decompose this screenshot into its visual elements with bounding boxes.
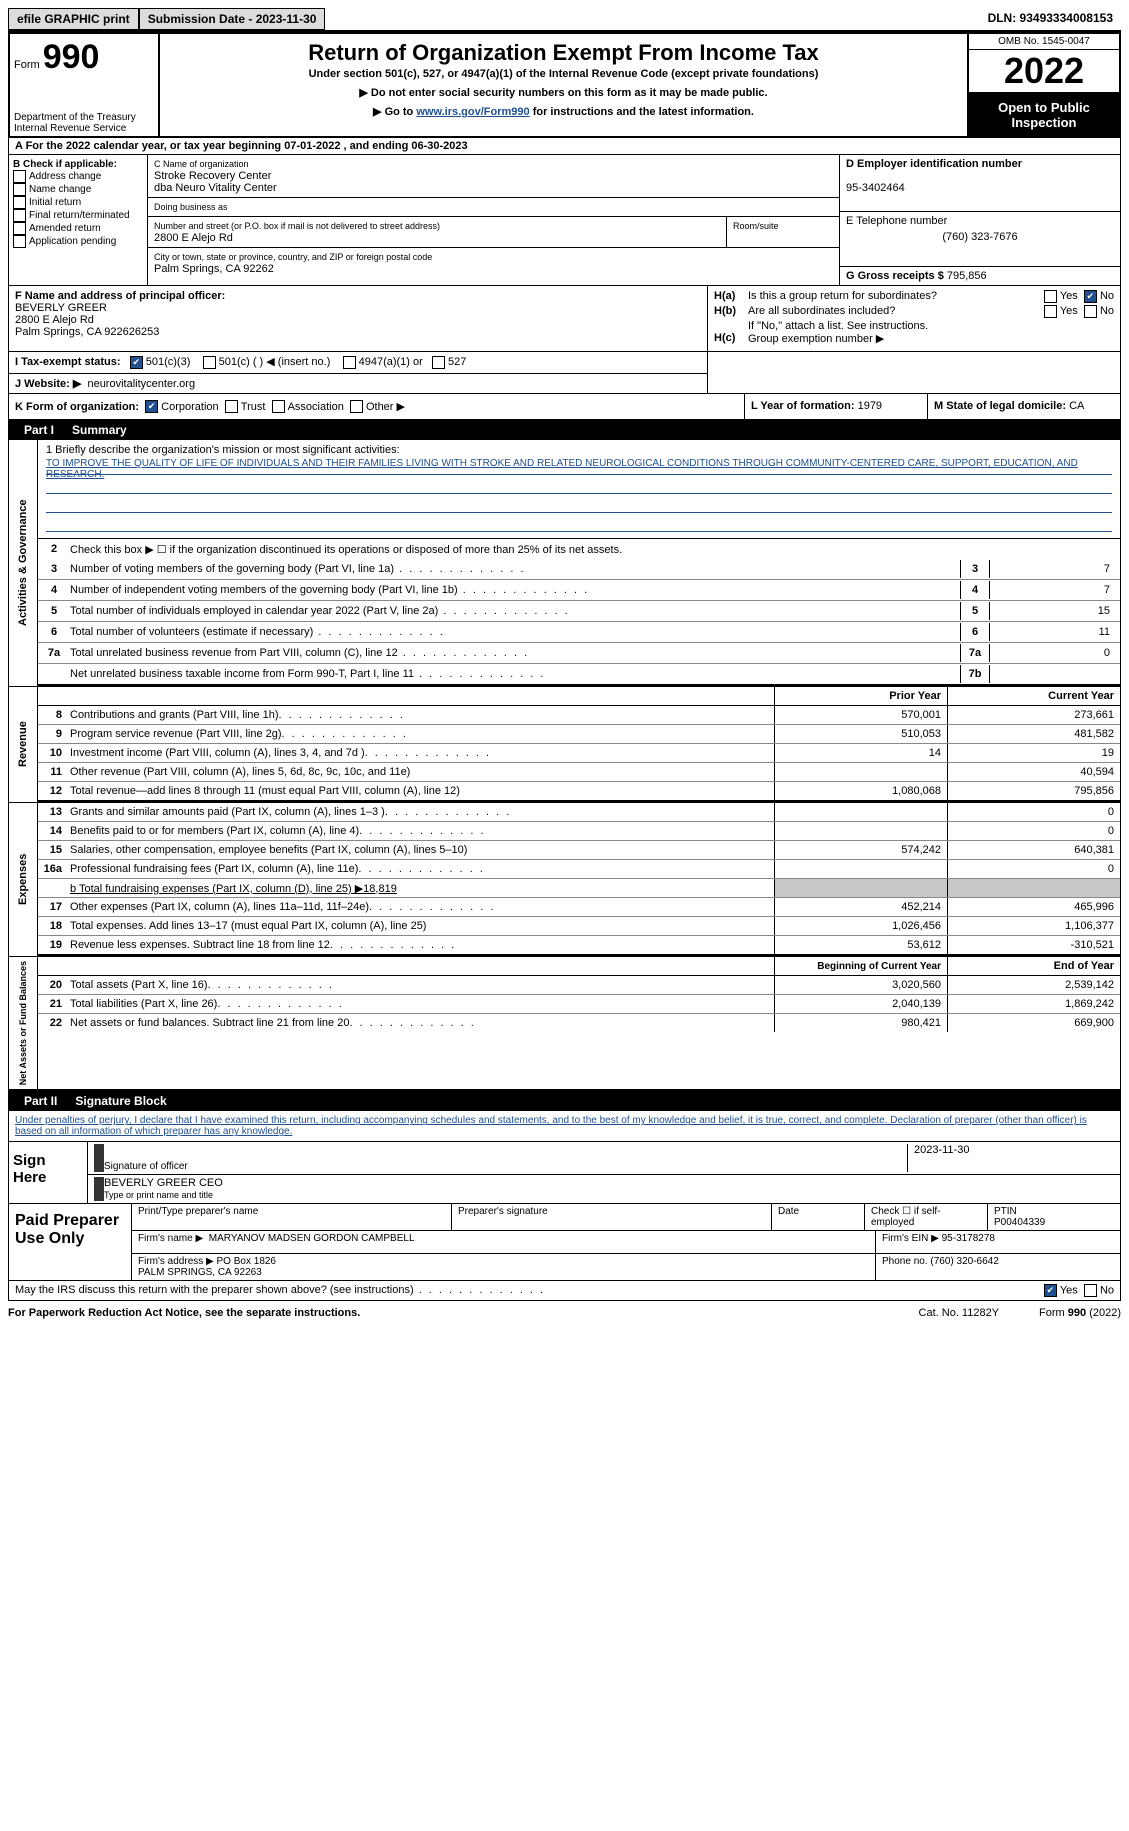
line6-val: 11 bbox=[990, 626, 1116, 638]
cat-number: Cat. No. 11282Y bbox=[919, 1307, 1000, 1319]
tel-label: E Telephone number bbox=[846, 215, 947, 227]
gross-receipts-value: 795,856 bbox=[947, 270, 987, 282]
website-value: neurovitalitycenter.org bbox=[87, 378, 195, 390]
form-subtitle-3: ▶ Go to www.irs.gov/Form990 for instruct… bbox=[168, 105, 959, 118]
paperwork-notice: For Paperwork Reduction Act Notice, see … bbox=[8, 1307, 360, 1319]
irs-link[interactable]: www.irs.gov/Form990 bbox=[416, 106, 529, 118]
part1-header: Part ISummary bbox=[8, 420, 1121, 440]
mission-label: 1 Briefly describe the organization's mi… bbox=[46, 444, 1112, 456]
firm-name: MARYANOV MADSEN GORDON CAMPBELL bbox=[209, 1233, 415, 1244]
tel-value: (760) 323-7676 bbox=[942, 231, 1017, 243]
ein-label: D Employer identification number bbox=[846, 158, 1022, 170]
org-name-label: C Name of organization bbox=[154, 159, 249, 169]
col-b-checkboxes: B Check if applicable: Address change Na… bbox=[9, 155, 148, 285]
tax-year: 2022 bbox=[969, 50, 1119, 94]
top-bar: efile GRAPHIC print Submission Date - 20… bbox=[8, 8, 1121, 32]
line3-val: 7 bbox=[990, 563, 1116, 575]
perjury-declaration: Under penalties of perjury, I declare th… bbox=[9, 1111, 1120, 1141]
officer-name: BEVERLY GREER bbox=[15, 302, 107, 314]
officer-addr2: Palm Springs, CA 922626253 bbox=[15, 326, 159, 338]
tax-status-label: I Tax-exempt status: bbox=[15, 356, 121, 368]
sig-date: 2023-11-30 bbox=[907, 1144, 1114, 1172]
vtab-revenue: Revenue bbox=[9, 687, 38, 802]
officer-addr1: 2800 E Alejo Rd bbox=[15, 314, 94, 326]
state-domicile: CA bbox=[1069, 400, 1084, 412]
officer-name-title: BEVERLY GREER CEO bbox=[104, 1177, 223, 1189]
omb-number: OMB No. 1545-0047 bbox=[969, 34, 1119, 50]
form-word: Form bbox=[14, 59, 40, 71]
firm-ein: 95-3178278 bbox=[942, 1233, 995, 1244]
org-dba: dba Neuro Vitality Center bbox=[154, 182, 277, 194]
efile-button[interactable]: efile GRAPHIC print bbox=[8, 8, 139, 30]
mission-text: TO IMPROVE THE QUALITY OF LIFE OF INDIVI… bbox=[46, 458, 1112, 475]
room-label: Room/suite bbox=[733, 221, 779, 231]
form-of-org-label: K Form of organization: bbox=[15, 401, 139, 413]
firm-phone: (760) 320-6642 bbox=[930, 1256, 998, 1267]
street-address: 2800 E Alejo Rd bbox=[154, 232, 233, 244]
vtab-governance: Activities & Governance bbox=[9, 440, 38, 686]
line7a-val: 0 bbox=[990, 647, 1116, 659]
city-label: City or town, state or province, country… bbox=[154, 252, 432, 262]
form-number: 990 bbox=[43, 38, 100, 76]
vtab-expenses: Expenses bbox=[9, 803, 38, 956]
ptin: P00404339 bbox=[994, 1217, 1045, 1228]
part2-header: Part IISignature Block bbox=[8, 1091, 1121, 1111]
form-subtitle-1: Under section 501(c), 527, or 4947(a)(1)… bbox=[168, 68, 959, 80]
line2: Check this box ▶ ☐ if the organization d… bbox=[66, 543, 1116, 556]
open-to-public: Open to Public Inspection bbox=[969, 94, 1119, 136]
officer-label: F Name and address of principal officer: bbox=[15, 290, 225, 302]
paid-preparer-label: Paid Preparer Use Only bbox=[9, 1204, 132, 1280]
hb-note: If "No," attach a list. See instructions… bbox=[714, 320, 1114, 332]
line4-val: 7 bbox=[990, 584, 1116, 596]
row-a-taxyear: A For the 2022 calendar year, or tax yea… bbox=[8, 138, 1121, 155]
gross-receipts-label: G Gross receipts $ bbox=[846, 270, 944, 282]
line5-val: 15 bbox=[990, 605, 1116, 617]
discuss-question: May the IRS discuss this return with the… bbox=[15, 1284, 545, 1297]
form-footer: Form 990 (2022) bbox=[1039, 1307, 1121, 1319]
vtab-netassets: Net Assets or Fund Balances bbox=[9, 957, 38, 1089]
form-header: Form 990 Department of the Treasury Inte… bbox=[8, 32, 1121, 138]
website-label: J Website: ▶ bbox=[15, 378, 81, 390]
form-subtitle-2: ▶ Do not enter social security numbers o… bbox=[168, 86, 959, 99]
year-formation: 1979 bbox=[858, 400, 882, 412]
city-state-zip: Palm Springs, CA 92262 bbox=[154, 263, 274, 275]
ein-value: 95-3402464 bbox=[846, 182, 905, 194]
dln: DLN: 93493334008153 bbox=[980, 8, 1121, 30]
form-title: Return of Organization Exempt From Incom… bbox=[168, 40, 959, 66]
addr-label: Number and street (or P.O. box if mail i… bbox=[154, 221, 440, 231]
dba-label: Doing business as bbox=[154, 202, 228, 212]
org-name: Stroke Recovery Center bbox=[154, 170, 271, 182]
dept-treasury: Department of the Treasury Internal Reve… bbox=[14, 112, 136, 134]
sign-here-label: Sign Here bbox=[9, 1142, 88, 1203]
submission-date: Submission Date - 2023-11-30 bbox=[139, 8, 326, 30]
